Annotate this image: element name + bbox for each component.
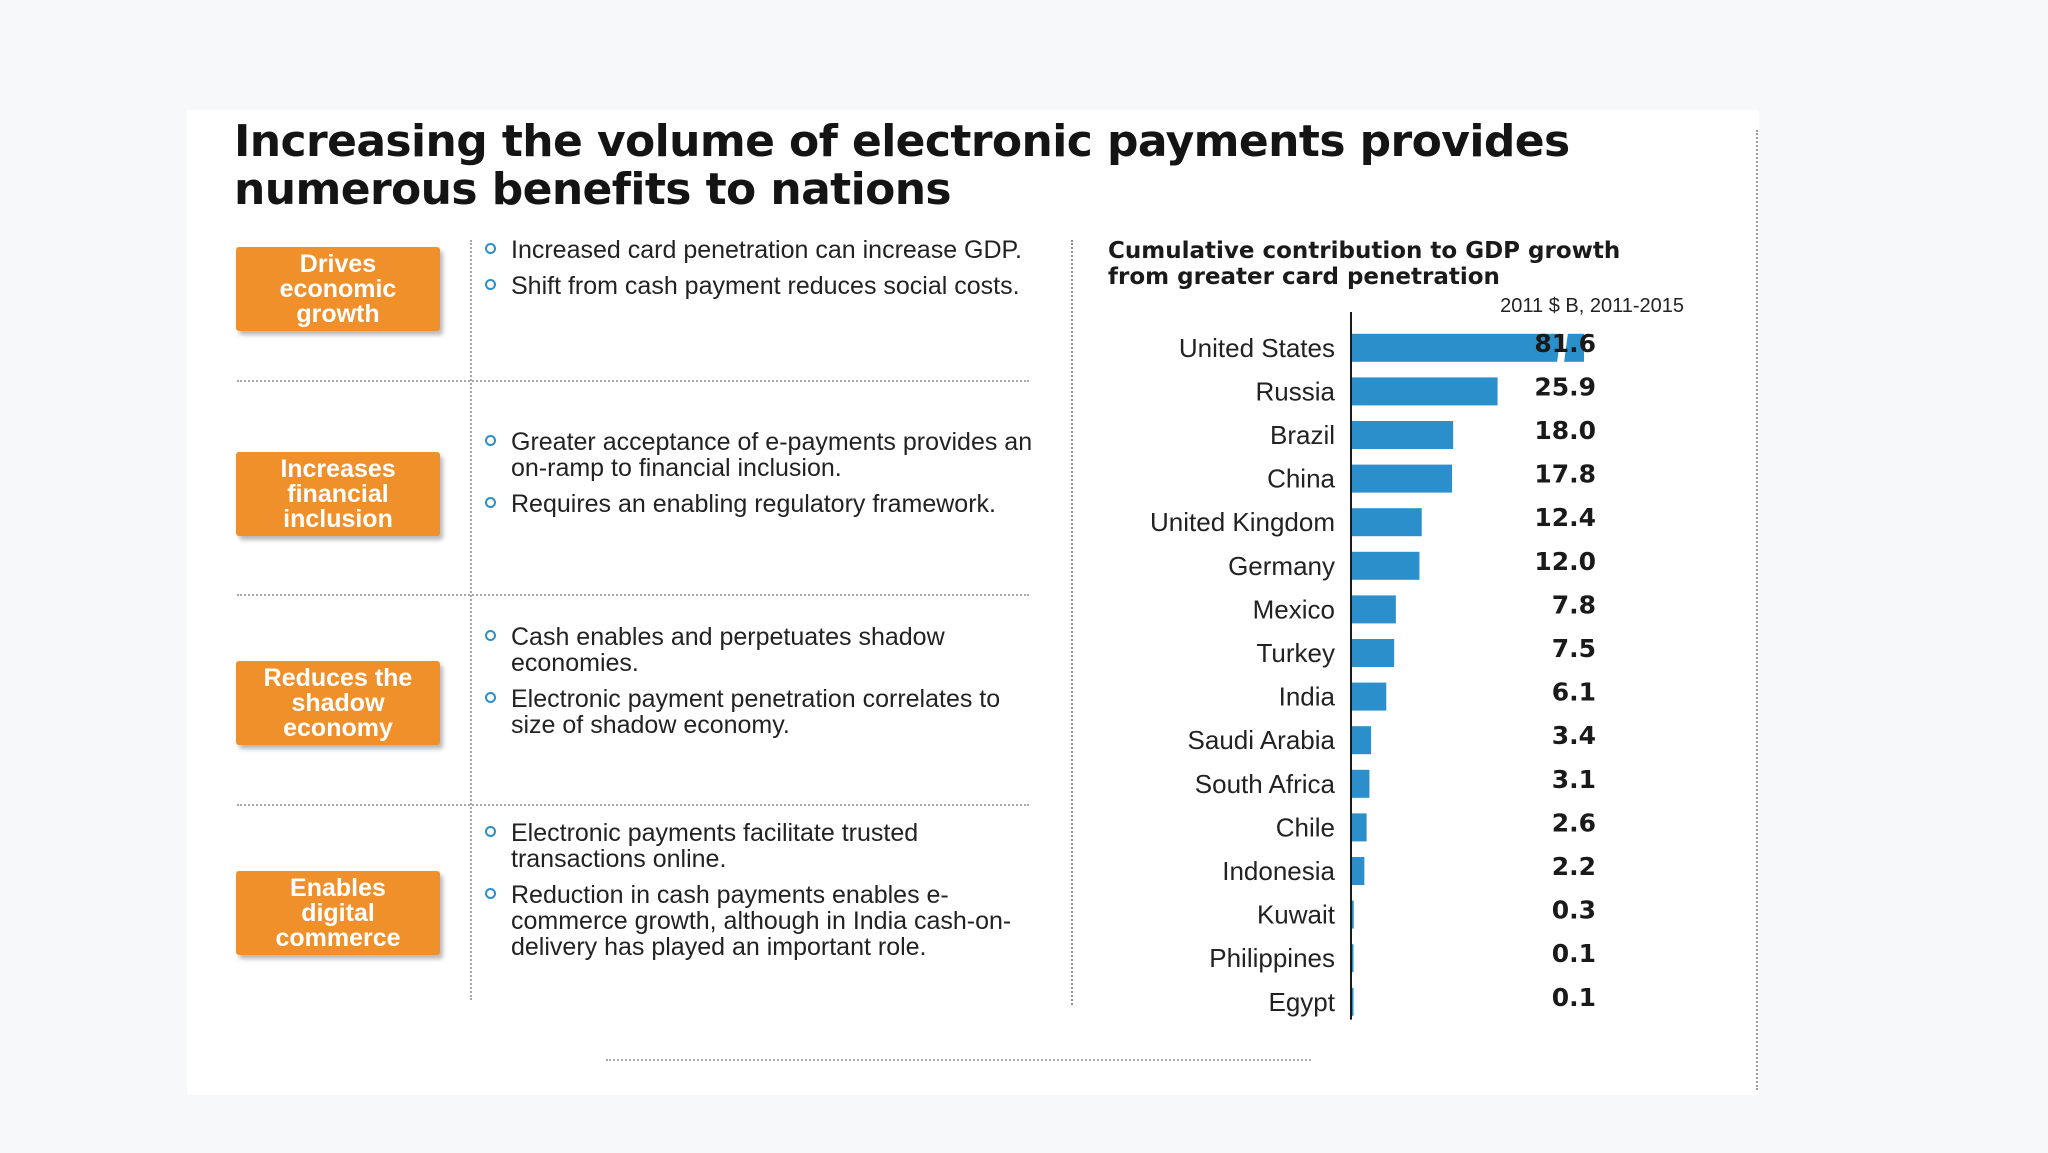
value-label: 17.8 xyxy=(1534,460,1596,489)
bar xyxy=(1352,813,1367,842)
value-label: 7.5 xyxy=(1552,634,1596,663)
category-label: Philippines xyxy=(1209,943,1335,973)
category-label: India xyxy=(1279,682,1336,712)
bullet-circle-icon xyxy=(485,279,496,290)
bullet-item: Shift from cash payment reduces social c… xyxy=(485,273,1045,299)
category-label: United States xyxy=(1179,333,1335,363)
bullet-circle-icon xyxy=(485,630,496,641)
value-label: 3.1 xyxy=(1552,765,1596,794)
value-label: 18.0 xyxy=(1534,416,1596,445)
value-label: 3.4 xyxy=(1552,721,1596,750)
bullet-item: Greater acceptance of e-payments provide… xyxy=(485,429,1045,481)
bar xyxy=(1352,857,1365,885)
bullet-item: Increased card penetration can increase … xyxy=(485,237,1045,263)
bullet-circle-icon xyxy=(485,888,496,899)
value-label: 12.0 xyxy=(1534,547,1596,576)
value-label: 0.1 xyxy=(1552,939,1596,968)
chart-column-divider xyxy=(1071,240,1073,1005)
category-label: United Kingdom xyxy=(1150,507,1335,537)
badge-column-divider xyxy=(470,240,472,1000)
bar xyxy=(1352,421,1454,449)
bar xyxy=(1352,769,1370,798)
bullet-circle-icon xyxy=(485,243,496,254)
bottom-divider xyxy=(606,1059,1311,1061)
bar xyxy=(1352,333,1584,362)
value-label: 2.2 xyxy=(1552,852,1596,881)
category-label: Kuwait xyxy=(1257,900,1336,930)
bar xyxy=(1352,639,1395,667)
value-label: 0.1 xyxy=(1552,983,1596,1012)
benefit-bullets-shadow-economy: Cash enables and perpetuates shadow econ… xyxy=(485,624,1045,748)
section-divider xyxy=(237,804,1029,806)
section-divider xyxy=(237,594,1029,596)
benefit-badge-financial-inclusion: Increases financial inclusion xyxy=(236,452,440,536)
infographic-card xyxy=(187,110,1759,1095)
bar xyxy=(1352,464,1453,493)
category-label: Mexico xyxy=(1253,594,1335,624)
category-label: Indonesia xyxy=(1222,856,1335,886)
bullet-item: Requires an enabling regulatory framewor… xyxy=(485,491,1045,517)
bar xyxy=(1352,944,1354,973)
category-label: Egypt xyxy=(1269,987,1336,1017)
bar xyxy=(1352,987,1354,1016)
bullet-circle-icon xyxy=(485,826,496,837)
value-label: 2.6 xyxy=(1552,808,1596,837)
value-label: 6.1 xyxy=(1552,678,1596,707)
benefit-badge-shadow-economy: Reduces the shadow economy xyxy=(236,661,440,745)
benefit-bullets-economic-growth: Increased card penetration can increase … xyxy=(485,237,1045,309)
chart-unit-label: 2011 $ B, 2011-2015 xyxy=(1500,295,1684,317)
gdp-contribution-bar-chart: United States 81.6 Russia 25.9 Brazil 18.0 Chi… xyxy=(1150,312,1596,1020)
value-label: 0.3 xyxy=(1552,896,1596,925)
chart-title: Cumulative contribution to GDP growth fr… xyxy=(1108,238,1621,290)
benefit-bullets-digital-commerce: Electronic payments facilitate trusted t… xyxy=(485,820,1045,970)
value-label: 81.6 xyxy=(1534,329,1596,358)
bullet-circle-icon xyxy=(485,497,496,508)
section-divider xyxy=(237,380,1029,382)
value-label: 12.4 xyxy=(1534,503,1596,532)
value-label: 25.9 xyxy=(1534,372,1596,401)
bullet-item: Electronic payment penetration correlate… xyxy=(485,686,1045,738)
category-label: Turkey xyxy=(1257,638,1336,668)
benefit-badge-digital-commerce: Enables digital commerce xyxy=(236,871,440,955)
category-label: Russia xyxy=(1256,376,1336,406)
category-label: Saudi Arabia xyxy=(1188,725,1336,755)
axis-break-mark xyxy=(1557,332,1568,363)
category-label: Chile xyxy=(1276,812,1335,842)
infographic-title: Increasing the volume of electronic paym… xyxy=(234,116,1570,215)
bullet-item: Cash enables and perpetuates shadow econ… xyxy=(485,624,1045,676)
category-label: China xyxy=(1267,464,1335,494)
category-label: Brazil xyxy=(1270,420,1335,450)
bar xyxy=(1352,377,1498,406)
bar xyxy=(1352,726,1372,755)
bar xyxy=(1352,595,1396,624)
bullet-circle-icon xyxy=(485,692,496,703)
bar xyxy=(1352,900,1354,929)
right-border-rule xyxy=(1756,130,1758,1090)
value-label: 7.8 xyxy=(1552,590,1596,619)
bar xyxy=(1352,682,1387,711)
bar xyxy=(1352,508,1422,537)
bullet-item: Electronic payments facilitate trusted t… xyxy=(485,820,1045,872)
category-label: South Africa xyxy=(1195,769,1336,799)
bar xyxy=(1352,551,1420,580)
benefit-badge-economic-growth: Drives economic growth xyxy=(236,247,440,331)
bullet-item: Reduction in cash payments enables e-com… xyxy=(485,882,1045,960)
category-label: Germany xyxy=(1228,551,1335,581)
benefit-bullets-financial-inclusion: Greater acceptance of e-payments provide… xyxy=(485,429,1045,527)
bullet-circle-icon xyxy=(485,435,496,446)
